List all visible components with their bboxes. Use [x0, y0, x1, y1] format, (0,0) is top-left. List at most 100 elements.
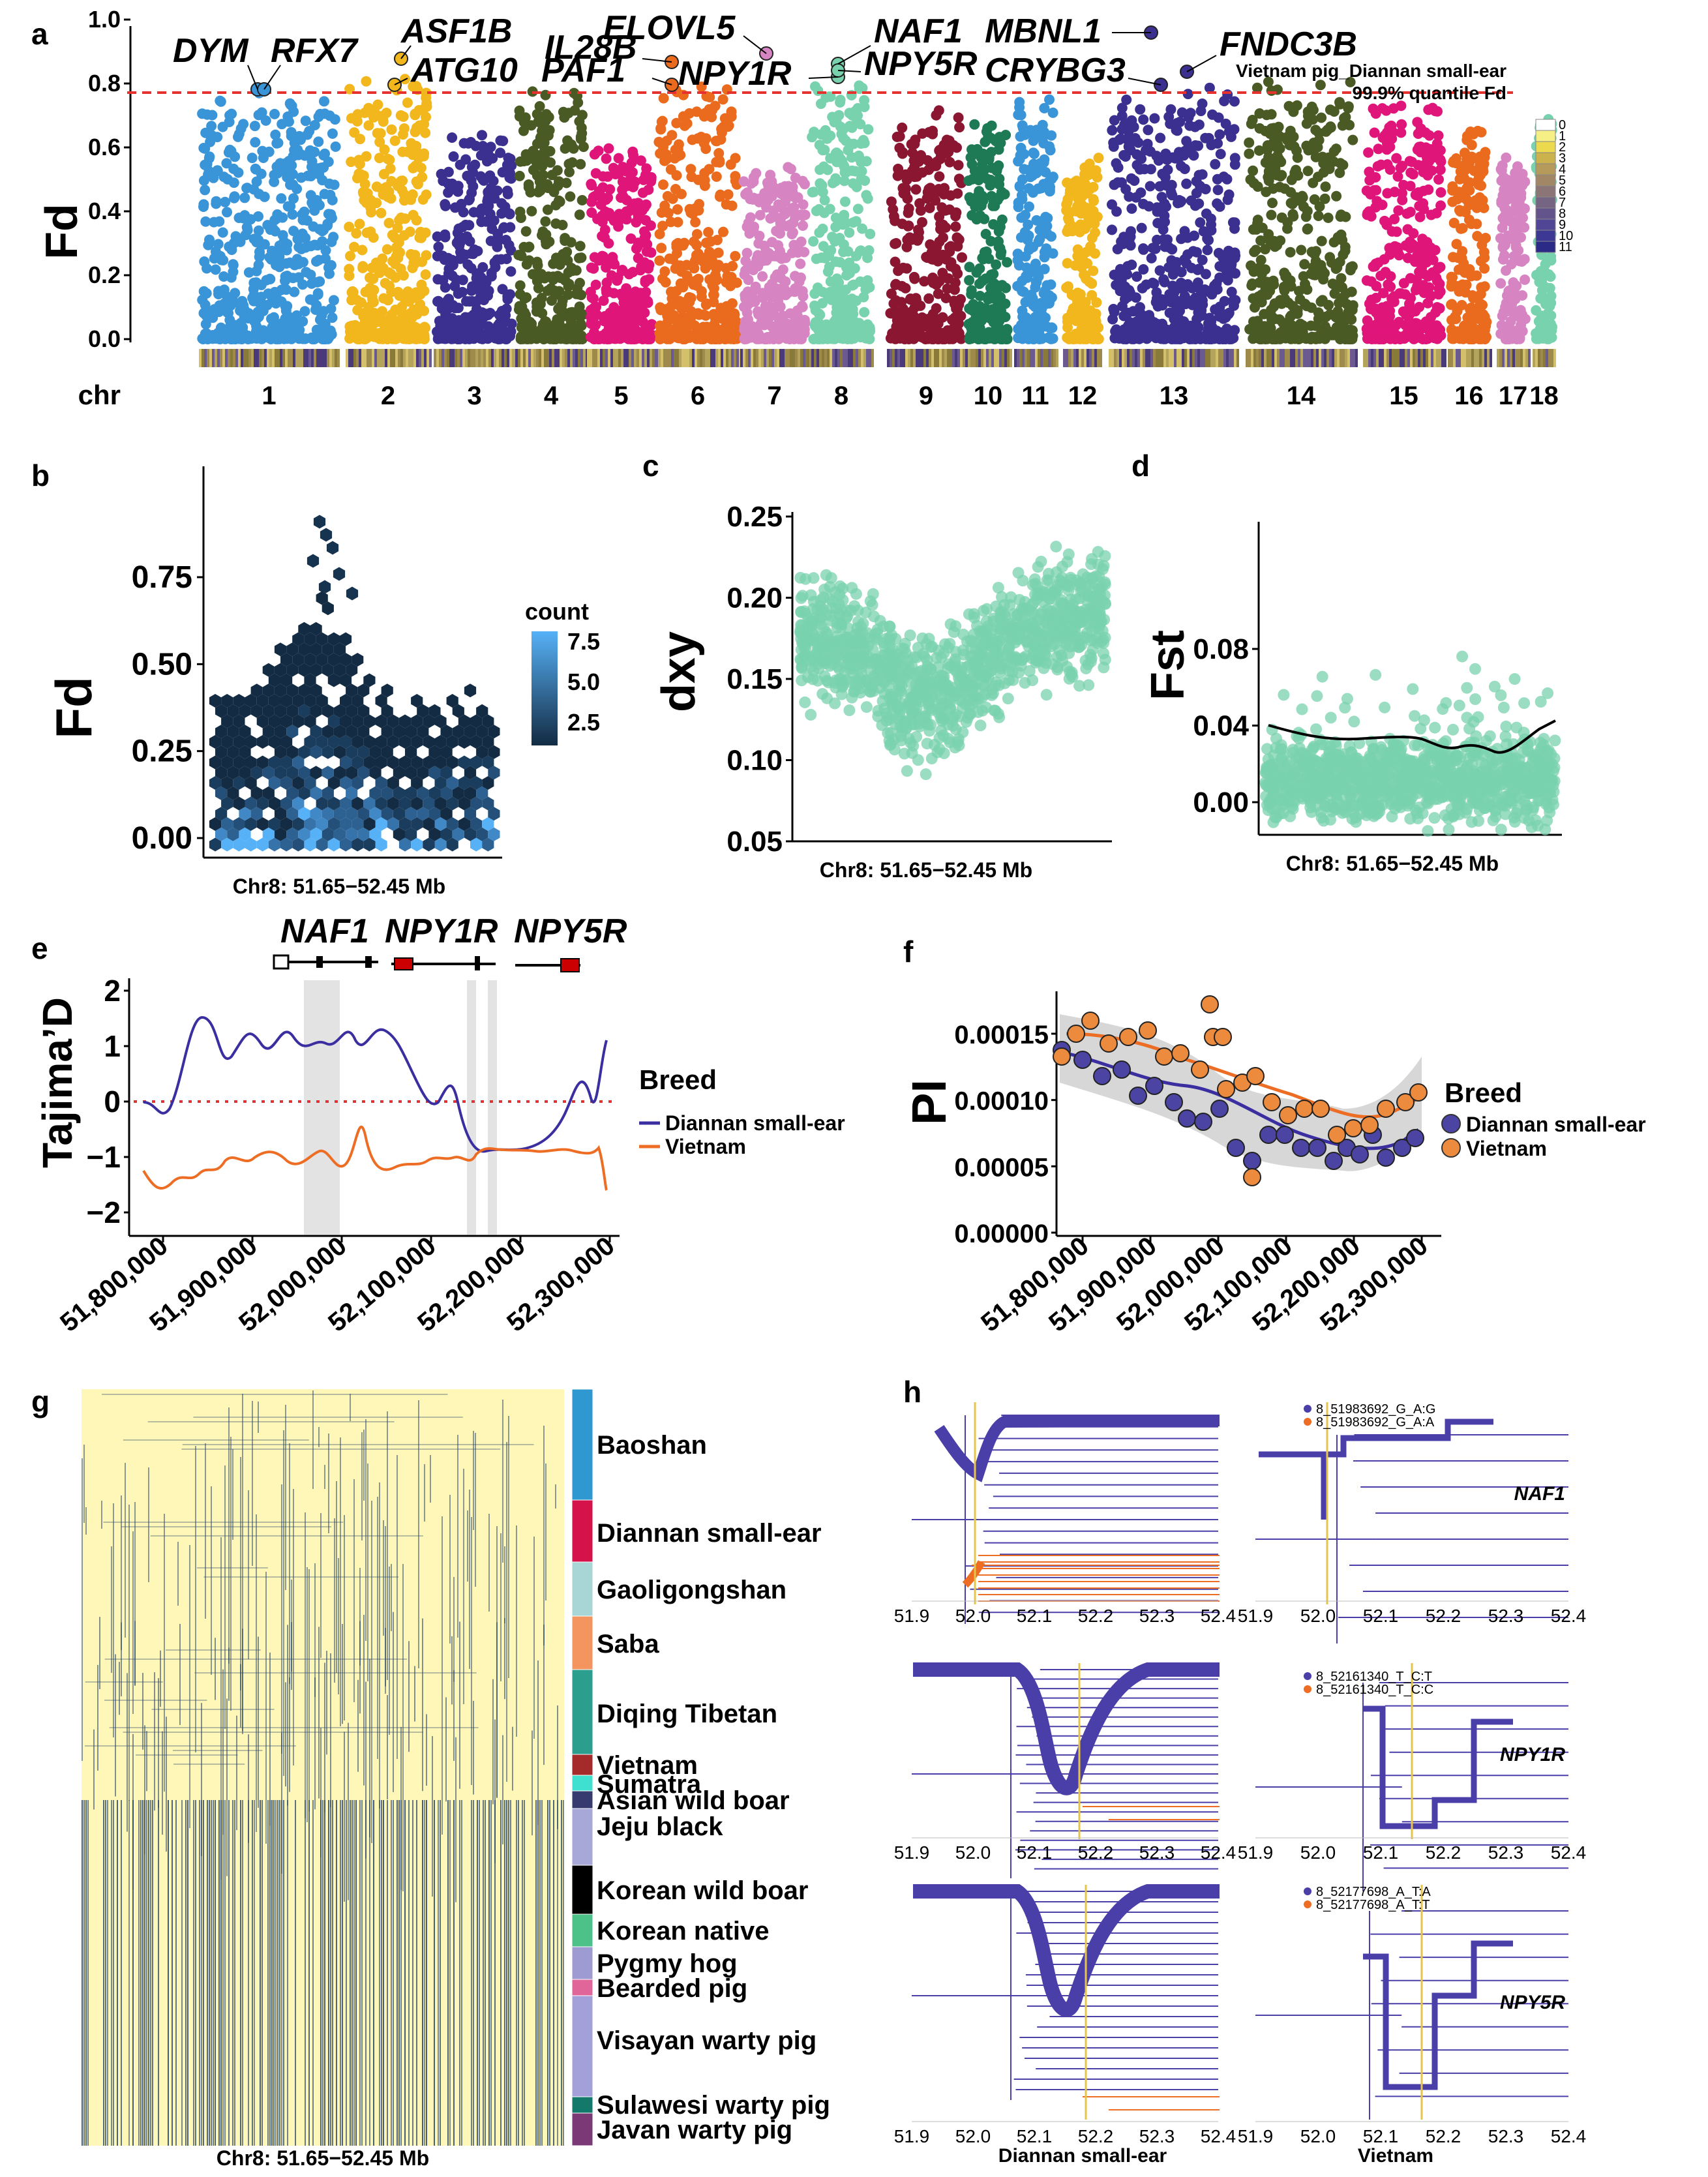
manhattan-point	[1506, 189, 1518, 200]
manhattan-point	[856, 157, 867, 168]
manhattan-point	[213, 289, 224, 299]
manhattan-point	[658, 142, 668, 153]
manhattan-point	[1390, 333, 1401, 344]
manhattan-point	[249, 121, 260, 132]
manhattan-point	[197, 108, 208, 119]
manhattan-point	[754, 230, 765, 241]
manhattan-point	[295, 172, 307, 183]
manhattan-point	[455, 159, 466, 170]
manhattan-point	[917, 217, 927, 228]
manhattan-point	[1063, 213, 1073, 224]
manhattan-point	[411, 176, 422, 187]
manhattan-point	[1138, 243, 1148, 254]
manhattan-point	[477, 149, 488, 160]
manhattan-point	[996, 329, 1008, 340]
manhattan-point	[501, 254, 512, 264]
manhattan-point	[492, 241, 503, 252]
manhattan-point	[1325, 252, 1336, 263]
manhattan-point	[256, 333, 267, 344]
manhattan-point	[625, 233, 637, 244]
manhattan-point	[1154, 265, 1165, 276]
manhattan-point	[286, 100, 297, 112]
manhattan-point	[695, 334, 706, 344]
manhattan-point	[248, 184, 260, 195]
manhattan-point	[857, 223, 867, 234]
manhattan-point	[1472, 231, 1483, 241]
manhattan-point	[257, 145, 268, 157]
manhattan-point	[1163, 262, 1175, 273]
manhattan-point	[1116, 102, 1128, 113]
manhattan-point	[781, 220, 792, 232]
manhattan-point	[1508, 282, 1519, 293]
manhattan-point	[1253, 145, 1265, 156]
manhattan-point	[218, 325, 230, 336]
panel-a-label: a	[31, 17, 48, 51]
manhattan-point	[817, 180, 828, 191]
manhattan-point	[543, 112, 554, 123]
manhattan-point	[444, 327, 455, 338]
manhattan-point	[1197, 254, 1208, 265]
manhattan-point	[839, 167, 850, 178]
manhattan-point	[1287, 198, 1298, 209]
manhattan-point	[1458, 282, 1469, 293]
manhattan-point	[847, 122, 858, 133]
manhattan-point	[973, 149, 984, 160]
manhattan-point	[691, 229, 702, 240]
manhattan-point	[1044, 94, 1055, 105]
manhattan-point	[1287, 320, 1298, 331]
manhattan-point	[239, 192, 250, 203]
manhattan-point	[1066, 309, 1077, 320]
manhattan-point	[1480, 334, 1491, 344]
manhattan-point	[795, 258, 806, 269]
manhattan-point	[952, 268, 963, 279]
manhattan-point	[785, 164, 796, 175]
manhattan-point	[1223, 333, 1234, 344]
manhattan-point	[1255, 254, 1266, 265]
manhattan-point	[375, 128, 386, 139]
manhattan-point	[1302, 166, 1313, 177]
manhattan-point	[627, 181, 638, 192]
manhattan-point	[1370, 319, 1381, 330]
manhattan-point	[1431, 320, 1442, 331]
manhattan-point	[614, 314, 625, 325]
manhattan-point	[1156, 192, 1167, 203]
manhattan-point	[954, 122, 965, 133]
manhattan-point	[536, 293, 547, 303]
manhattan-point	[209, 217, 219, 228]
manhattan-point	[1135, 104, 1146, 115]
manhattan-point	[408, 81, 419, 92]
manhattan-point	[707, 280, 718, 291]
manhattan-point	[810, 81, 820, 92]
manhattan-point	[357, 245, 368, 256]
manhattan-point	[1478, 324, 1490, 335]
manhattan-point	[856, 173, 867, 185]
manhattan-point	[1161, 201, 1171, 212]
manhattan-point	[1072, 288, 1083, 298]
manhattan-point	[352, 173, 363, 184]
manhattan-point	[397, 307, 408, 318]
manhattan-point	[748, 176, 759, 187]
manhattan-point	[1435, 200, 1446, 211]
manhattan-point	[1151, 151, 1162, 162]
manhattan-point	[1426, 312, 1437, 323]
manhattan-point	[743, 314, 753, 325]
manhattan-point	[1397, 160, 1407, 172]
manhattan-point	[1154, 327, 1165, 338]
manhattan-point	[859, 102, 870, 112]
manhattan-point	[492, 185, 503, 196]
manhattan-point	[202, 263, 212, 274]
manhattan-point	[242, 224, 253, 235]
manhattan-point	[1262, 289, 1273, 300]
manhattan-point	[395, 263, 406, 275]
manhattan-point	[365, 282, 376, 293]
manhattan-point	[1276, 170, 1287, 181]
manhattan-point	[1408, 228, 1419, 239]
manhattan-point	[1340, 311, 1351, 322]
manhattan-point	[749, 296, 760, 307]
manhattan-point	[589, 149, 600, 160]
manhattan-point	[1302, 106, 1313, 117]
manhattan-point	[969, 119, 980, 130]
manhattan-point	[1496, 175, 1507, 187]
manhattan-point	[1252, 218, 1263, 229]
manhattan-point	[417, 194, 428, 205]
